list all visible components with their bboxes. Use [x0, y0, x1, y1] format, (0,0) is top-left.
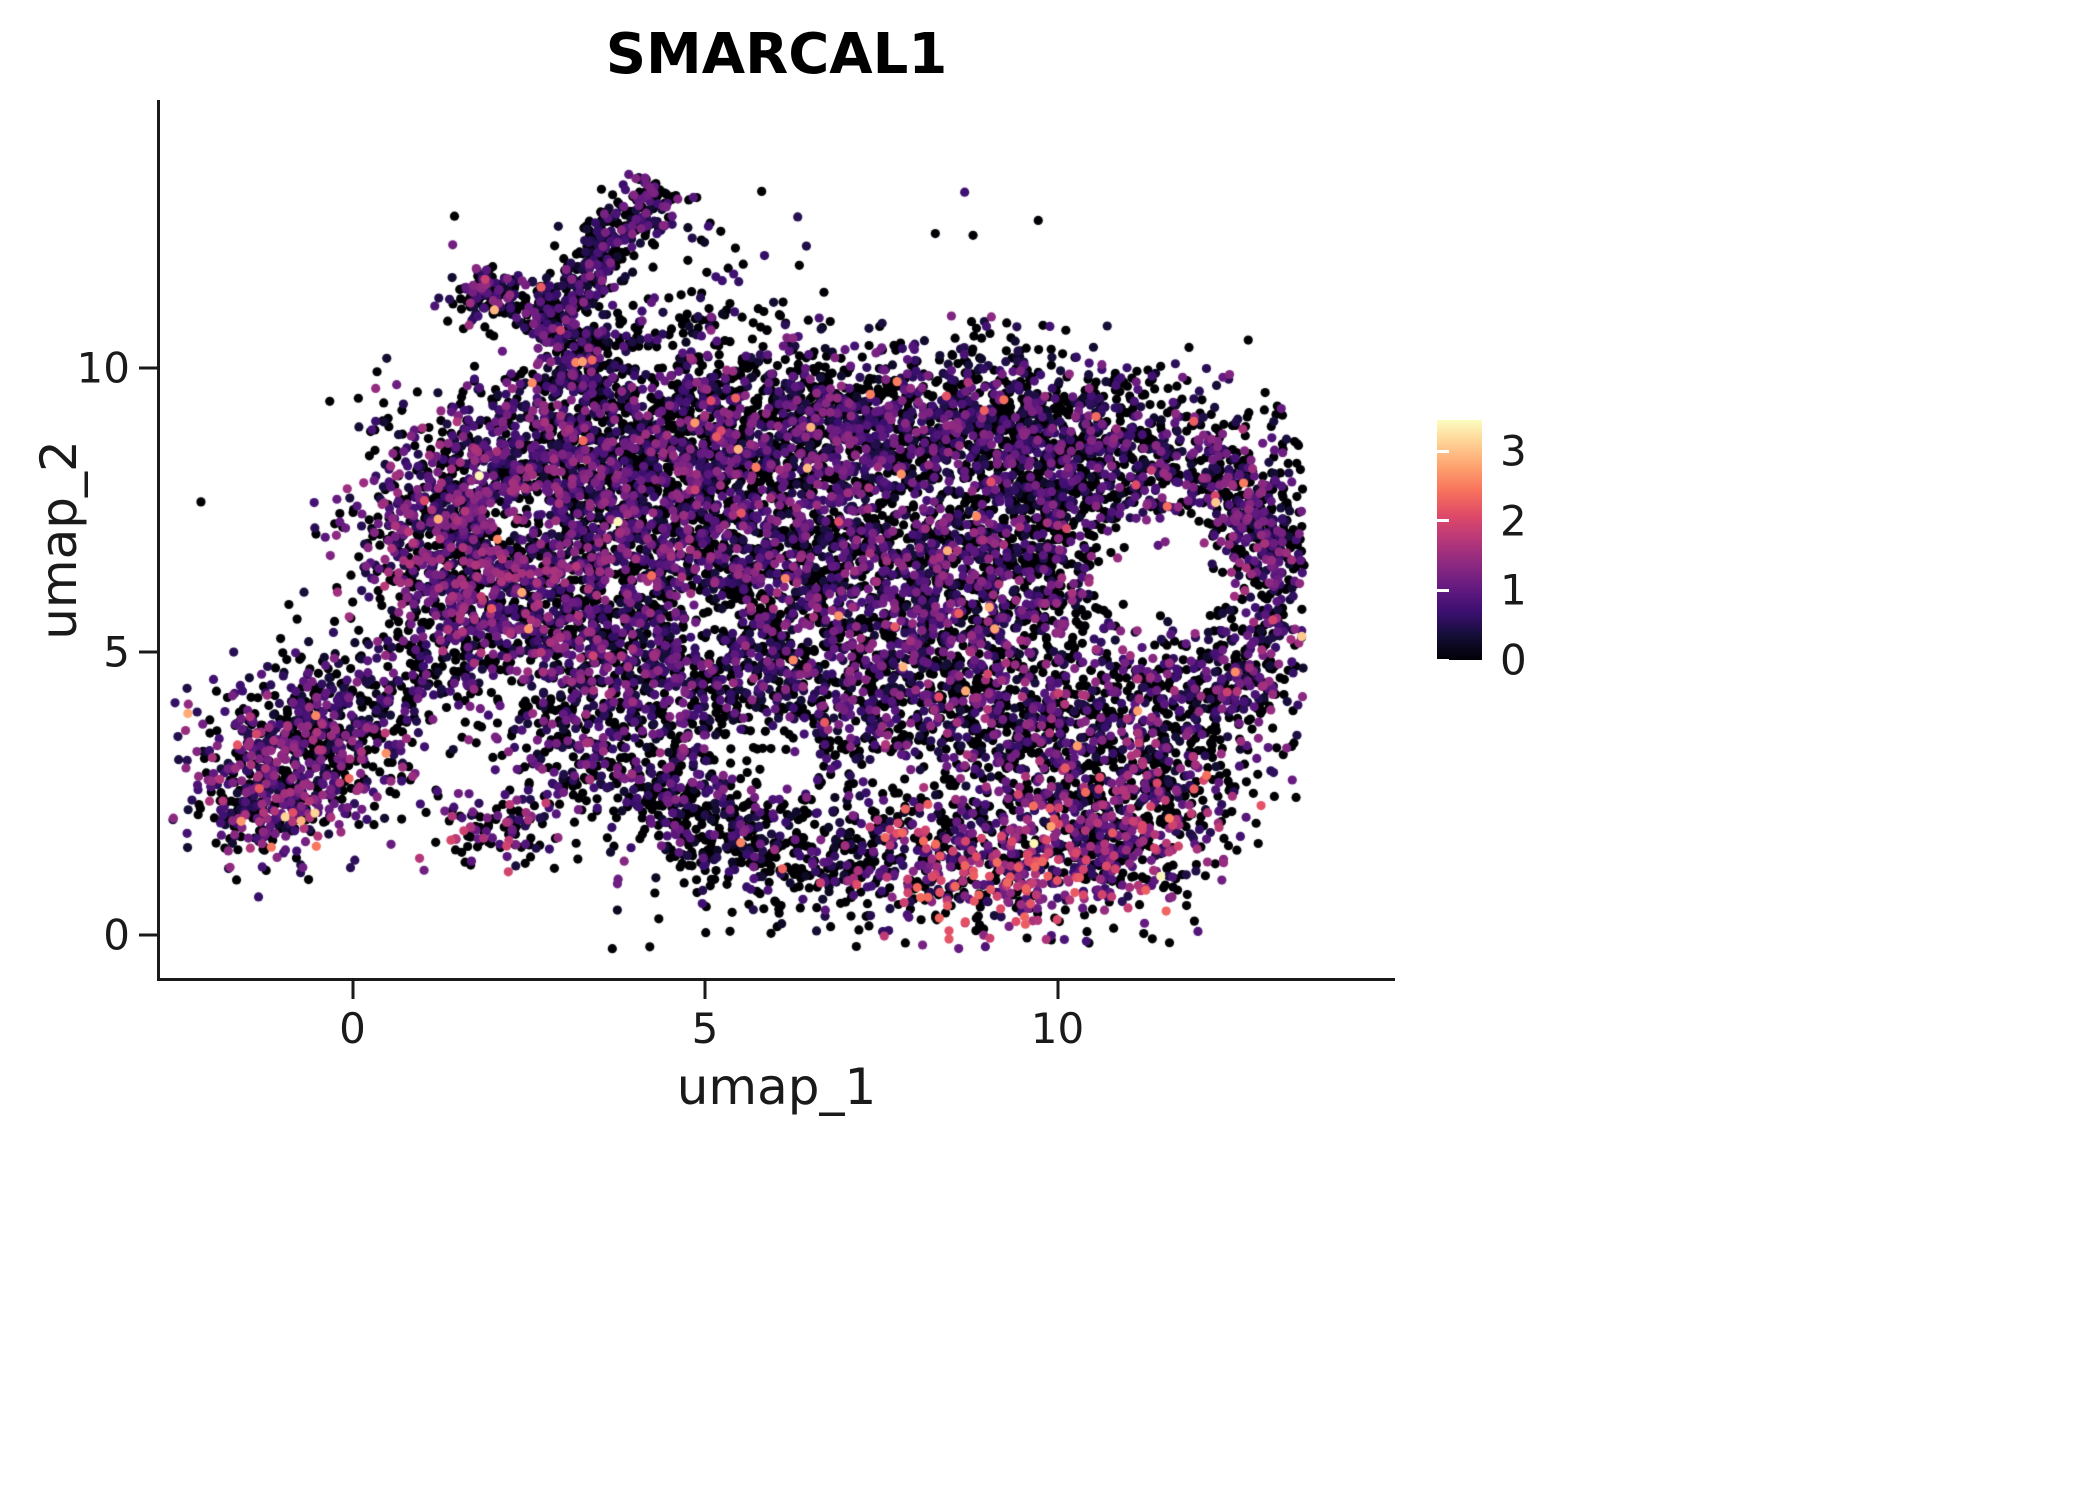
y-axis-title: umap_2: [30, 440, 88, 640]
x-axis-tick-mark: [703, 981, 707, 999]
x-axis-tick-mark: [351, 981, 354, 999]
x-axis-line: [157, 978, 1395, 981]
y-axis-tick-mark: [139, 650, 157, 653]
x-axis-tick-label: 5: [691, 1004, 719, 1053]
colorbar-tick-mark: [1437, 519, 1449, 523]
colorbar-legend: [1437, 420, 1482, 662]
colorbar-tick-mark: [1437, 588, 1449, 592]
colorbar-tick-label: 1: [1500, 565, 1527, 615]
x-axis-tick-label: 0: [339, 1004, 366, 1053]
y-axis-tick-label: 5: [103, 627, 130, 676]
y-axis-line: [157, 100, 160, 981]
y-axis-tick-label: 10: [76, 343, 130, 393]
x-axis-title: umap_1: [676, 1058, 877, 1116]
colorbar-tick-label: 3: [1500, 426, 1527, 476]
colorbar-tick-mark: [1437, 658, 1449, 662]
y-axis-tick-mark: [139, 366, 157, 370]
colorbar-tick-mark: [1437, 449, 1449, 453]
x-axis-tick-label: 10: [1030, 1004, 1085, 1053]
colorbar-gradient: [1437, 420, 1482, 660]
colorbar-tick-label: 0: [1500, 635, 1527, 685]
colorbar-tick-label: 2: [1500, 496, 1527, 546]
y-axis-tick-label: 0: [103, 910, 130, 960]
y-axis-tick-mark: [139, 933, 157, 937]
x-axis-tick-mark: [1056, 981, 1059, 999]
